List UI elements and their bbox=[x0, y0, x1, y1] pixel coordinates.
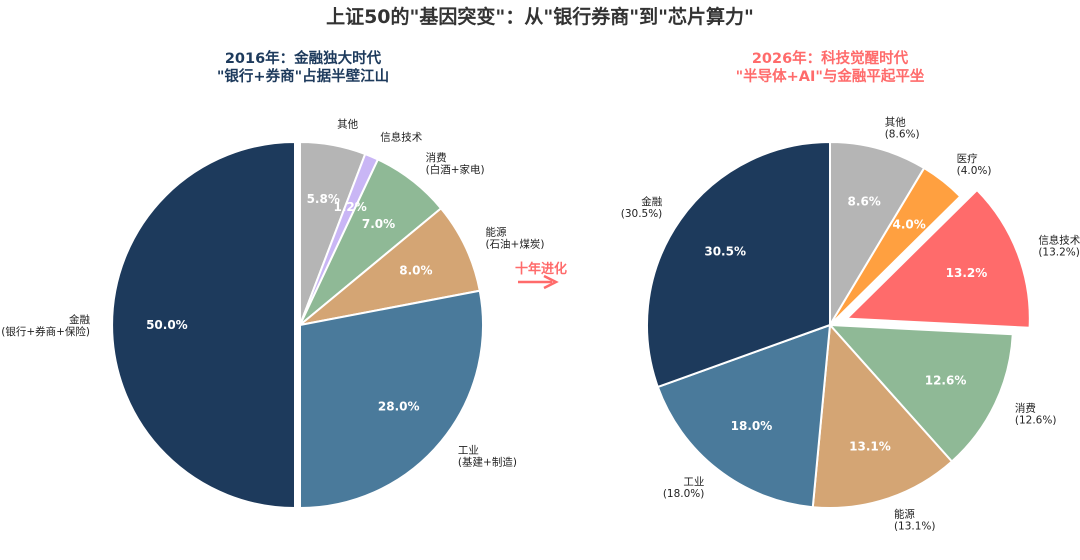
right-pie-percent-label: 13.2% bbox=[946, 266, 988, 280]
left-pie-percent-label: 50.0% bbox=[146, 318, 188, 332]
right-pie-category-label: 能源(13.1%) bbox=[894, 508, 936, 533]
right-pie-percent-label: 8.6% bbox=[848, 195, 881, 209]
right-pie-slice bbox=[829, 140, 926, 329]
right-pie-category-label: 消费(12.6%) bbox=[1015, 401, 1057, 426]
left-pie-chart: 2016年：金融独大时代 "银行+券商"占据半壁江山 5.8% 其他 1.2% 信息技… bbox=[1, 49, 544, 510]
left-pie-category-label: 消费(白酒+家电) bbox=[426, 151, 485, 176]
right-pie-chart: 2026年：科技觉醒时代 "半导体+AI"与金融平起平坐 8.6% 其他(8.6%… bbox=[621, 49, 1080, 533]
left-pie-slice bbox=[299, 289, 484, 510]
right-pie-percent-label: 12.6% bbox=[925, 373, 967, 387]
left-pie-percent-label: 28.0% bbox=[378, 400, 420, 414]
right-pie-labels: 8.6% 其他(8.6%) 4.0% 医疗(4.0%) 13.2% 信息技术(13.2%)… bbox=[621, 115, 1080, 532]
left-pie-slices bbox=[111, 140, 484, 510]
right-pie-slice bbox=[656, 323, 832, 509]
right-pie-category-label: 工业(18.0%) bbox=[663, 476, 705, 500]
left-pie-percent-label: 1.2% bbox=[333, 200, 366, 214]
right-pie-percent-label: 4.0% bbox=[893, 217, 926, 231]
right-pie-category-label: 金融(30.5%) bbox=[621, 195, 663, 220]
chart-title: 上证50的"基因突变"：从"银行券商"到"芯片算力" bbox=[326, 5, 754, 28]
left-pie-category-label: 信息技术 bbox=[380, 130, 422, 143]
right-pie-slices bbox=[646, 140, 1031, 509]
left-subtitle-line1: 2016年：金融独大时代 bbox=[225, 49, 382, 67]
left-pie-labels: 5.8% 其他 1.2% 信息技术 7.0% 消费(白酒+家电) 8.0% 能源(石油+煤炭)… bbox=[1, 117, 544, 468]
right-subtitle-line1: 2026年：科技觉醒时代 bbox=[752, 49, 909, 67]
left-pie-category-label: 工业(基建+制造) bbox=[458, 445, 517, 469]
left-pie-category-label: 金融(银行+券商+保险) bbox=[1, 313, 90, 338]
right-pie-slice bbox=[829, 166, 962, 326]
left-pie-percent-label: 7.0% bbox=[362, 217, 395, 231]
left-pie-slice bbox=[299, 206, 481, 326]
right-pie-slice bbox=[827, 323, 1014, 463]
left-pie-percent-label: 8.0% bbox=[399, 263, 432, 277]
left-pie-slice bbox=[111, 140, 296, 510]
right-pie-category-label: 其他(8.6%) bbox=[885, 115, 920, 140]
right-arrow-icon bbox=[518, 274, 559, 290]
evolution-arrow-label: 十年进化 bbox=[515, 261, 567, 277]
right-pie-slice bbox=[646, 140, 831, 389]
left-pie-percent-label: 5.8% bbox=[307, 192, 340, 206]
evolution-arrow: 十年进化 bbox=[515, 261, 567, 290]
right-subtitle-line2: "半导体+AI"与金融平起平坐 bbox=[736, 67, 925, 85]
right-pie-slice bbox=[844, 188, 1031, 329]
right-pie-percent-label: 13.1% bbox=[849, 440, 891, 454]
right-pie-category-label: 医疗(4.0%) bbox=[957, 152, 992, 177]
right-pie-slice bbox=[811, 322, 954, 509]
right-pie-category-label: 信息技术(13.2%) bbox=[1038, 234, 1080, 259]
left-subtitle-line2: "银行+券商"占据半壁江山 bbox=[217, 67, 389, 85]
left-pie-category-label: 能源(石油+煤炭) bbox=[485, 226, 544, 251]
right-pie-percent-label: 30.5% bbox=[704, 244, 746, 258]
left-pie-category-label: 其他 bbox=[337, 117, 358, 130]
right-pie-percent-label: 18.0% bbox=[731, 419, 773, 433]
